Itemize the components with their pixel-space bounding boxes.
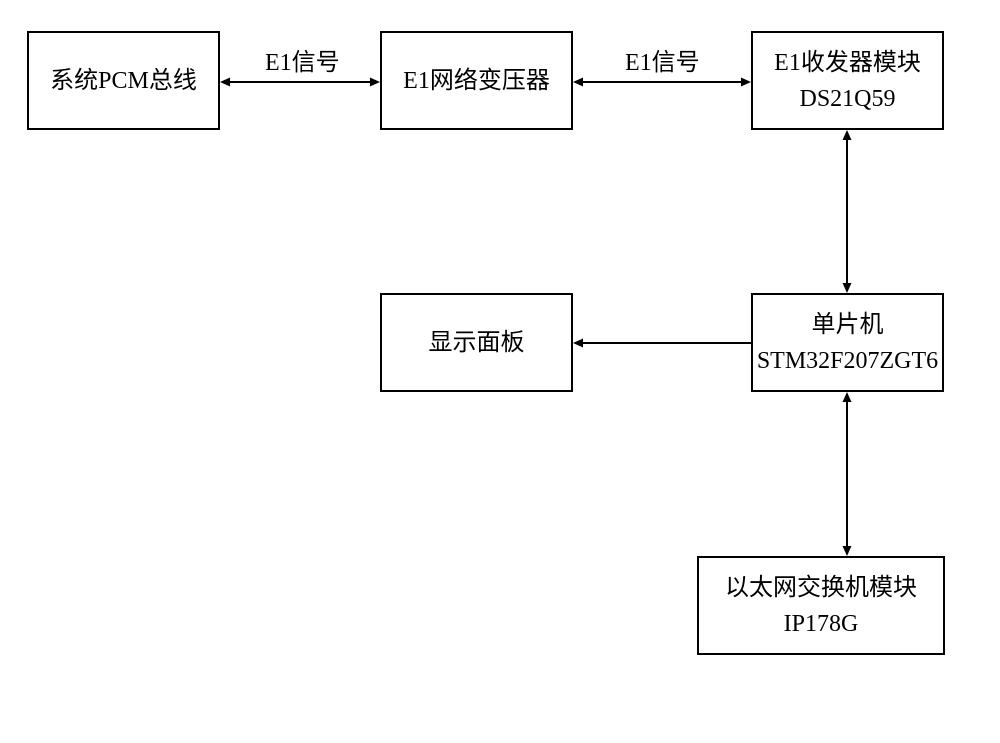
edge-label-e1-signal-2: E1信号 bbox=[625, 42, 700, 77]
edge-label-e1-signal-1: E1信号 bbox=[265, 42, 340, 77]
node-label: 以太网交换机模块 bbox=[725, 570, 917, 606]
node-label: IP178G bbox=[784, 606, 859, 642]
node-display-panel: 显示面板 bbox=[380, 293, 573, 392]
node-ethernet-switch: 以太网交换机模块 IP178G bbox=[697, 556, 945, 655]
node-label: E1收发器模块 bbox=[774, 45, 921, 81]
node-pcm-bus: 系统PCM总线 bbox=[27, 31, 220, 130]
node-label: 系统PCM总线 bbox=[50, 63, 197, 99]
node-label: E1网络变压器 bbox=[403, 63, 550, 99]
node-e1-transformer: E1网络变压器 bbox=[380, 31, 573, 130]
node-label: 显示面板 bbox=[429, 325, 525, 361]
node-label: 单片机 bbox=[812, 307, 884, 343]
node-label: DS21Q59 bbox=[799, 81, 895, 117]
node-mcu: 单片机 STM32F207ZGT6 bbox=[751, 293, 944, 392]
node-label: STM32F207ZGT6 bbox=[757, 343, 938, 379]
node-e1-transceiver: E1收发器模块 DS21Q59 bbox=[751, 31, 944, 130]
